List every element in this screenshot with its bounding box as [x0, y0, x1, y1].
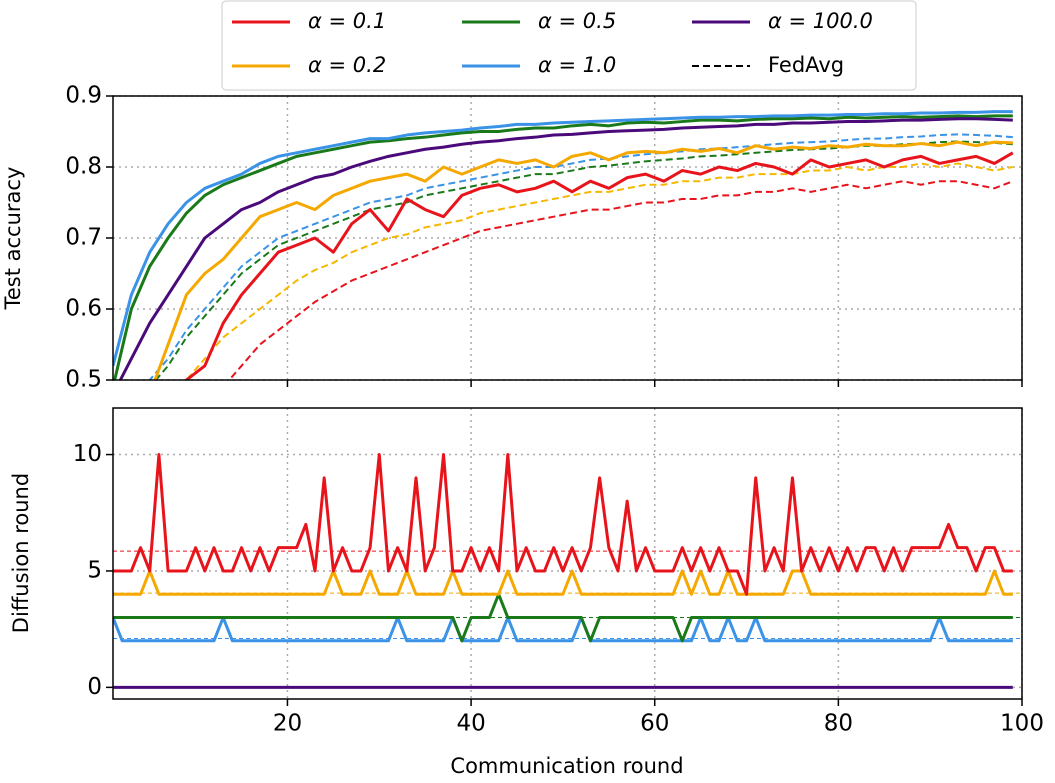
x-tick-label: 60 — [640, 711, 669, 737]
y-tick-label: 0.6 — [65, 296, 102, 322]
y-tick-label: 0.8 — [65, 154, 102, 180]
series-line — [148, 133, 1013, 380]
y-tick-label: 5 — [87, 557, 102, 583]
series-line — [113, 110, 1013, 367]
x-tick-label: 100 — [1000, 711, 1044, 737]
y-tick-label: 0.5 — [65, 367, 102, 393]
y-axis-label: Diffusion round — [9, 473, 33, 633]
legend-label: α = 0.2 — [308, 53, 386, 77]
x-tick-label: 80 — [824, 711, 853, 737]
plot-area — [113, 110, 1014, 380]
x-tick-label: 20 — [273, 711, 302, 737]
axes-frame — [112, 95, 1023, 381]
legend-label: α = 0.1 — [308, 9, 386, 33]
series-line — [113, 453, 1013, 596]
series-line — [185, 162, 1014, 380]
series-line — [118, 117, 1013, 380]
series-line — [153, 140, 1013, 380]
y-axis-label: Test accuracy — [1, 167, 25, 311]
y-tick-label: 0.7 — [65, 225, 102, 251]
series-line — [184, 151, 1014, 380]
y-tick-label: 10 — [73, 441, 102, 467]
x-axis-label: Communication round — [450, 754, 683, 778]
y-tick-label: 0 — [87, 674, 102, 700]
x-tick-label: 40 — [456, 711, 485, 737]
series-line — [154, 140, 1013, 380]
series-line — [113, 569, 1013, 596]
legend-label: FedAvg — [768, 53, 844, 77]
series-line — [113, 592, 1013, 643]
y-tick-label: 0.9 — [65, 83, 102, 109]
legend-label: α = 0.5 — [538, 9, 616, 33]
series-line — [113, 616, 1013, 643]
legend-label: α = 1.0 — [538, 53, 616, 77]
series-line — [113, 114, 1013, 380]
series-line — [227, 180, 1014, 380]
axes-frame — [112, 407, 1023, 700]
plot-area — [113, 453, 1022, 689]
legend-label: α = 100.0 — [768, 9, 873, 33]
